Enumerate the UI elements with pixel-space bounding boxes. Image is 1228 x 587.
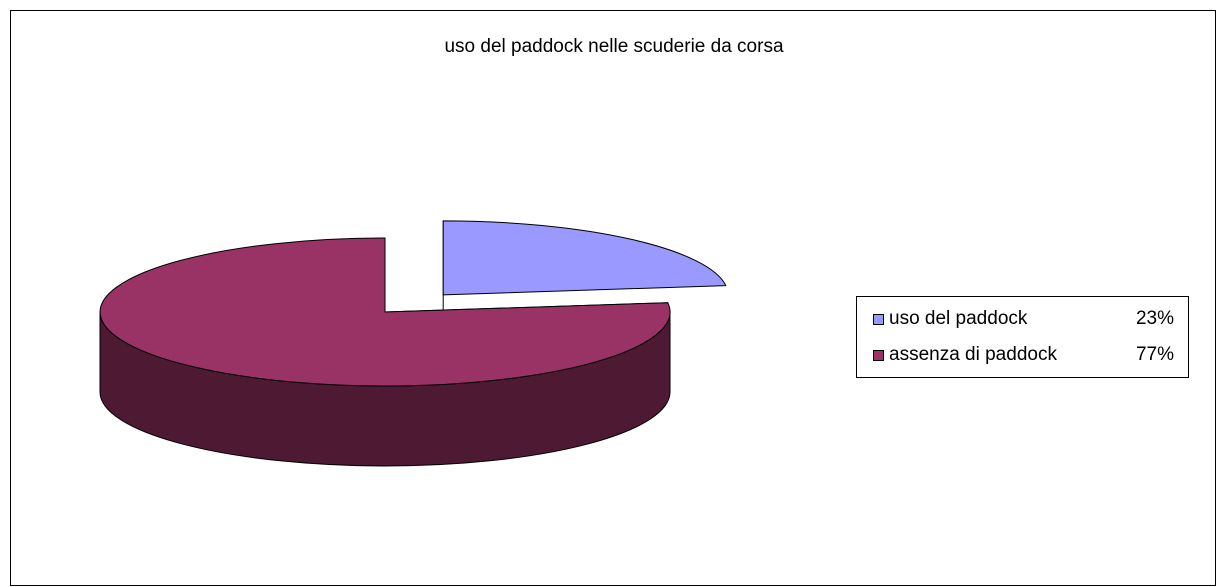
- chart-title: uso del paddock nelle scuderie da corsa: [444, 36, 784, 57]
- legend-label-uso-del-paddock: uso del paddock: [889, 308, 1028, 329]
- legend-swatch-uso-del-paddock: [873, 314, 884, 325]
- legend-label-assenza-di-paddock: assenza di paddock: [889, 344, 1057, 365]
- legend: uso del paddock 23% assenza di paddock 7…: [856, 296, 1189, 378]
- pie-slice-uso-del-paddock: [442, 220, 727, 296]
- legend-swatch-assenza-di-paddock: [873, 350, 884, 361]
- legend-value-assenza-di-paddock: 77%: [1135, 344, 1174, 365]
- legend-entry-uso-del-paddock: uso del paddock 23%: [857, 305, 1188, 335]
- pie-slice-assenza-di-paddock: [99, 237, 671, 387]
- legend-entry-assenza-di-paddock: assenza di paddock 77%: [857, 341, 1188, 371]
- legend-value-uso-del-paddock: 23%: [1135, 308, 1174, 329]
